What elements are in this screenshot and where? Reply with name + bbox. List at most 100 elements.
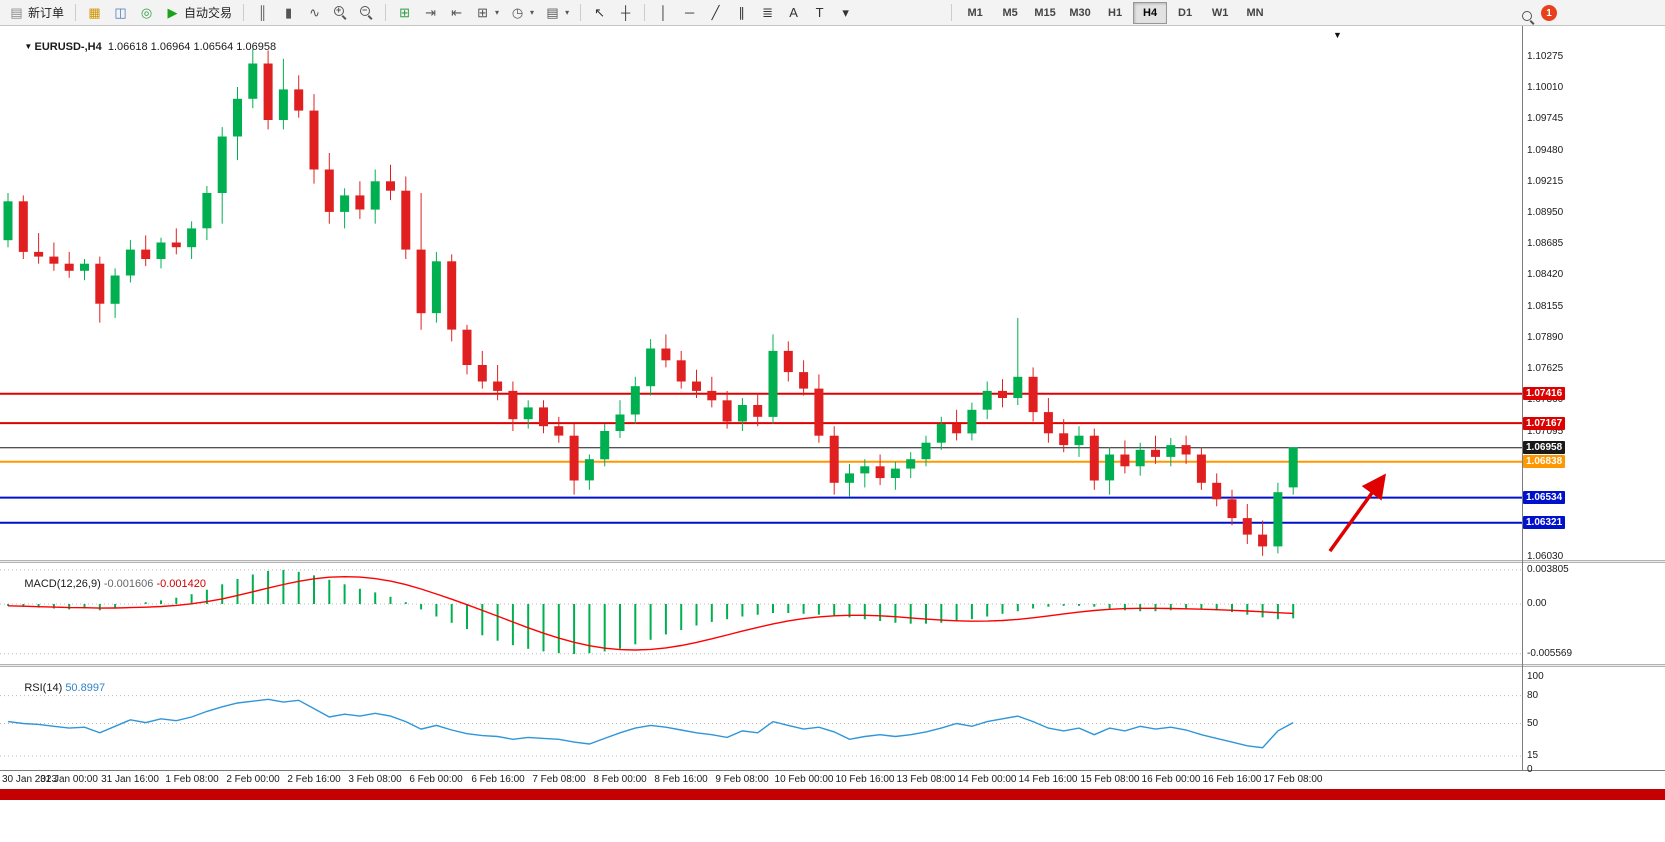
rsi-axis-label: 100: [1527, 671, 1544, 682]
price-axis-label: 1.10275: [1527, 51, 1564, 62]
bars-mode-icon: ║: [257, 5, 268, 20]
candle: [447, 254, 457, 342]
auto-scroll-button[interactable]: ⇥: [418, 1, 443, 25]
candle: [722, 390, 732, 429]
candle: [630, 376, 640, 424]
new-chart-button[interactable]: ⊞ ▾: [470, 1, 504, 25]
zoom-out-button[interactable]: −: [354, 1, 379, 25]
macd-pane[interactable]: [0, 563, 1522, 664]
price-axis-label: 1.08420: [1527, 269, 1564, 280]
data-window-button[interactable]: ◫: [108, 1, 133, 25]
candle: [1043, 398, 1053, 443]
candle: [584, 454, 594, 490]
label-icon: T: [815, 5, 824, 20]
timeframe-m1-button[interactable]: M1: [967, 6, 983, 19]
candle: [523, 400, 533, 429]
candle: [753, 393, 763, 427]
macd-main-value: -0.001606: [103, 578, 154, 590]
time-axis-label: 31 Jan 16:00: [101, 774, 159, 785]
price-axis-label: 1.07890: [1527, 332, 1564, 343]
price-chart-pane[interactable]: [0, 26, 1522, 560]
new-order-icon: ▤: [10, 5, 23, 20]
candles-mode-button[interactable]: ▮: [276, 1, 301, 25]
time-axis-label: 1 Feb 08:00: [165, 774, 219, 785]
line-mode-button[interactable]: ∿: [302, 1, 327, 25]
candle: [324, 153, 334, 224]
candle: [1013, 317, 1023, 405]
label-button[interactable]: T: [807, 1, 832, 25]
horizontal-line-button[interactable]: ─: [677, 1, 702, 25]
navigator-button[interactable]: ◎: [134, 1, 159, 25]
rsi-pane[interactable]: [0, 667, 1522, 770]
macd-header: MACD(12,26,9) -0.001606 -0.001420: [6, 566, 206, 602]
chart-shift-icon: ⇤: [451, 5, 462, 20]
pane-resize-separator[interactable]: [0, 664, 1665, 667]
candle: [370, 169, 380, 224]
price-tag: 1.07167: [1523, 417, 1566, 430]
cursor-icon: ↖: [594, 5, 606, 20]
toolbar-separator: [580, 4, 582, 21]
timeframe-m15-button[interactable]: M15: [1034, 6, 1056, 19]
price-tag: 1.06838: [1523, 455, 1566, 468]
zoom-in-button[interactable]: +: [328, 1, 353, 25]
periods-button[interactable]: ◷ ▾: [505, 1, 539, 25]
rsi-value: 50.8997: [65, 682, 106, 694]
market-watch-button[interactable]: ▦: [82, 1, 107, 25]
price-axis-label: 1.09480: [1527, 145, 1564, 156]
ohlc-values: 1.06618 1.06964 1.06564 1.06958: [107, 41, 277, 53]
notification-badge[interactable]: 1: [1541, 5, 1557, 21]
arrows-dropdown-icon: ▾: [842, 5, 849, 20]
time-axis-label: 6 Feb 16:00: [471, 774, 525, 785]
timeframe-h1-button[interactable]: H1: [1108, 6, 1123, 19]
candle: [49, 242, 59, 271]
timeframe-h4-button[interactable]: H4: [1133, 1, 1168, 24]
text-button[interactable]: A: [781, 1, 806, 25]
search-button[interactable]: [1516, 5, 1541, 29]
new-order-label: 新订单: [28, 6, 65, 20]
candle: [462, 324, 472, 375]
crosshair-button[interactable]: ┼: [613, 1, 638, 25]
chart-shift-button[interactable]: ⇤: [444, 1, 469, 25]
templates-button[interactable]: ▤ ▾: [540, 1, 574, 25]
candle: [64, 251, 74, 278]
macd-label: MACD(12,26,9): [24, 578, 101, 590]
candle: [569, 423, 579, 495]
candle: [3, 193, 13, 248]
candle: [661, 334, 671, 368]
fibonacci-button[interactable]: ≣: [755, 1, 780, 25]
timeframe-d1-button[interactable]: D1: [1178, 6, 1193, 19]
symbol-label: EURUSD-,H4: [34, 41, 102, 53]
candle: [1166, 438, 1176, 467]
time-axis-label: 10 Feb 16:00: [835, 774, 895, 785]
annotation-arrow[interactable]: [1328, 473, 1387, 553]
text-icon: A: [789, 5, 798, 20]
channel-button[interactable]: ∥: [729, 1, 754, 25]
arrows-dropdown-button[interactable]: ▾: [833, 1, 858, 25]
pane-resize-separator[interactable]: [0, 560, 1665, 563]
timeframe-mn-button[interactable]: MN: [1246, 6, 1264, 19]
candle: [998, 379, 1007, 408]
time-axis-label: 16 Feb 16:00: [1202, 774, 1262, 785]
chart-region: 30 Jan 2023 31 Jan 00:00 31 Jan 16:00 1 Feb…: [0, 26, 1665, 789]
candle: [95, 256, 105, 323]
tile-windows-button[interactable]: ⊞: [392, 1, 417, 25]
new-order-button[interactable]: ▤ 新订单: [4, 1, 69, 25]
vertical-line-button[interactable]: │: [651, 1, 676, 25]
candle: [1212, 473, 1222, 507]
search-icon: [1521, 10, 1536, 25]
timeframe-m30-button[interactable]: M30: [1069, 6, 1091, 19]
candle: [845, 463, 854, 497]
cursor-button[interactable]: ↖: [587, 1, 612, 25]
candle: [309, 94, 319, 184]
timeframe-m5-button[interactable]: M5: [1002, 6, 1018, 19]
chart-shift-marker-icon[interactable]: ▼: [1333, 30, 1342, 40]
time-axis-label: 13 Feb 08:00: [896, 774, 956, 785]
autotrading-button[interactable]: ▶ 自动交易: [160, 1, 237, 25]
trendline-button[interactable]: ╱: [703, 1, 728, 25]
candle: [737, 398, 747, 431]
timeframe-w1-button[interactable]: W1: [1211, 6, 1229, 19]
bars-mode-button[interactable]: ║: [250, 1, 275, 25]
time-axis-label: 14 Feb 16:00: [1018, 774, 1078, 785]
chart-menu-icon[interactable]: ▼: [24, 42, 35, 51]
candle: [952, 409, 962, 441]
